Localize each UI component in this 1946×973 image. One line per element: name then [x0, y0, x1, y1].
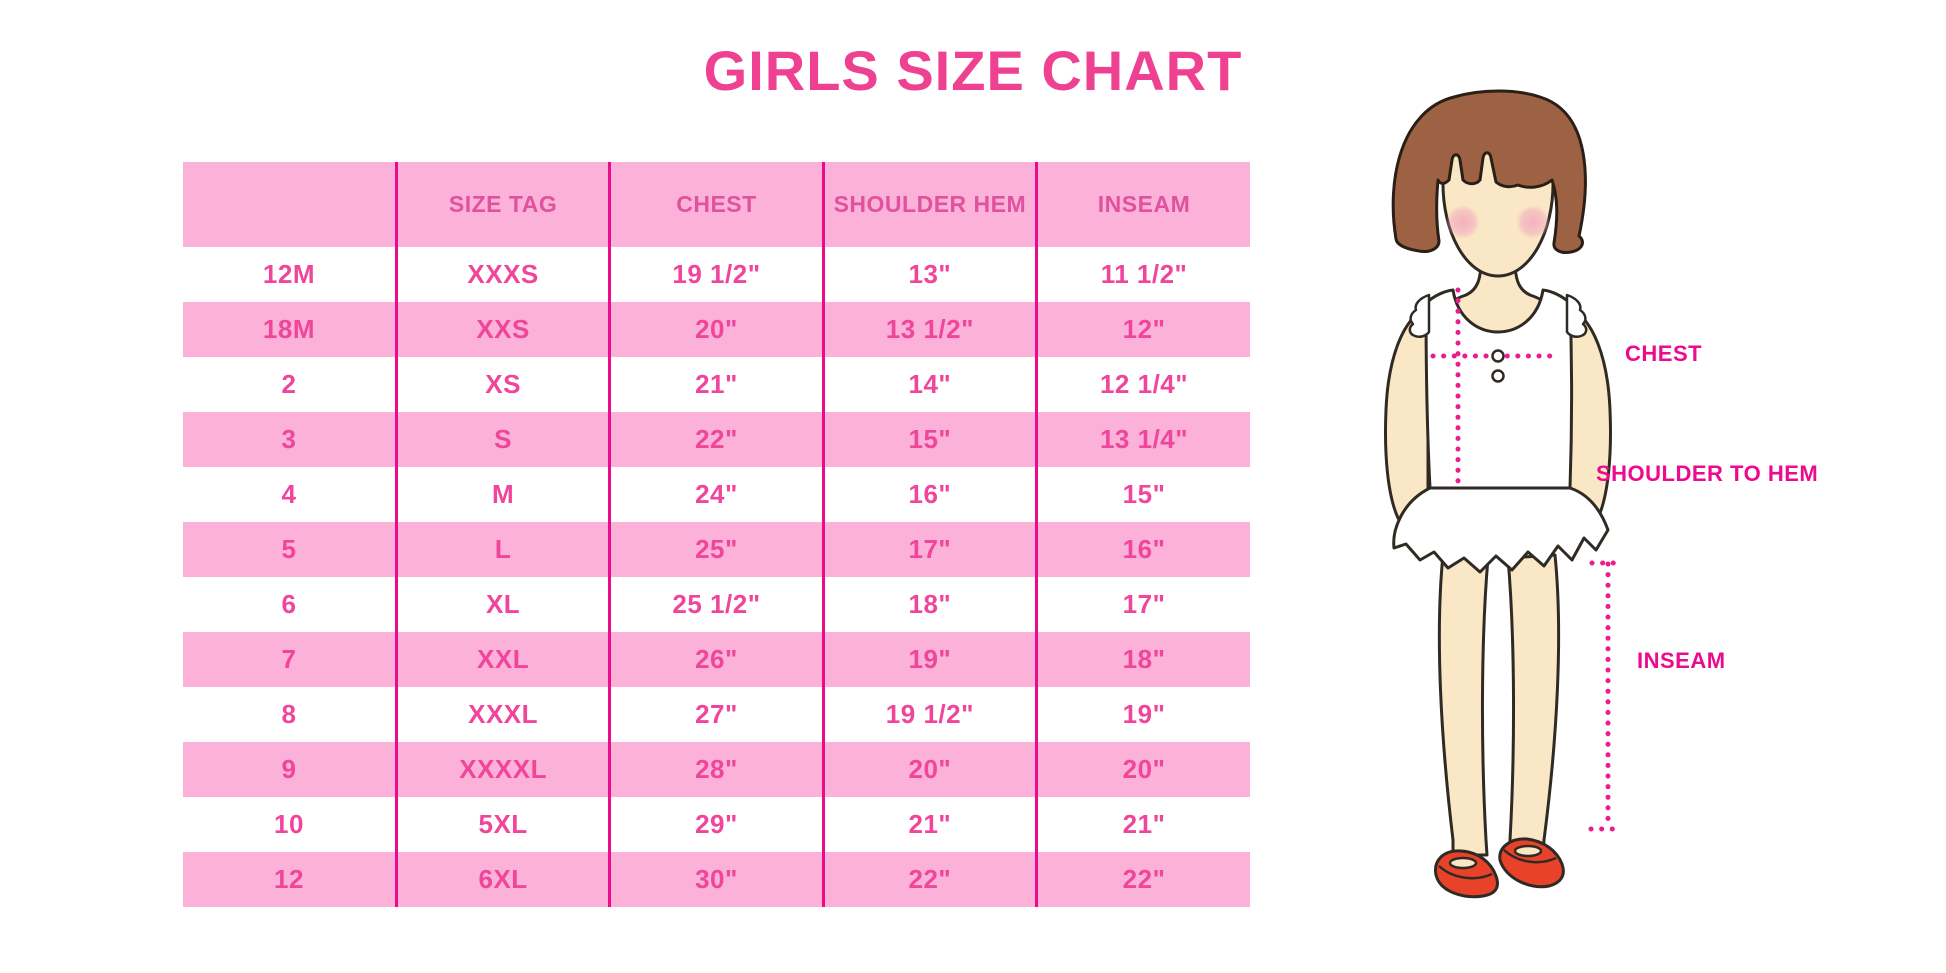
left-blush	[1446, 205, 1480, 239]
left-leg	[1437, 553, 1490, 857]
right-blush	[1516, 205, 1550, 239]
table-row: 8 XXXL 27" 19 1/2" 19"	[183, 687, 1250, 742]
table-cell: 18M	[183, 302, 397, 357]
table-cell: 22"	[1035, 852, 1250, 907]
table-cell: XXXS	[394, 247, 610, 302]
table-cell: 19"	[821, 632, 1037, 687]
table-cell: M	[394, 467, 610, 522]
table-cell: 8	[281, 699, 297, 729]
table-row: 6 XL 25 1/2" 18" 17"	[183, 577, 1250, 632]
table-cell: 21"	[821, 797, 1037, 852]
table-cell: 12M	[262, 259, 315, 289]
table-cell: 10	[273, 809, 304, 839]
table-cell: 4	[281, 479, 297, 509]
table-cell: XXXXL	[394, 742, 610, 797]
table-row: 4 M 24" 16" 15"	[183, 467, 1250, 522]
table-cell: 2	[281, 369, 297, 399]
table-cell: 5	[183, 522, 397, 577]
table-cell: 16"	[821, 467, 1037, 522]
table-cell: 13"	[821, 247, 1037, 302]
table-cell: 12"	[1035, 302, 1250, 357]
table-cell: 12	[183, 852, 397, 907]
table-cell: 15"	[821, 412, 1037, 467]
header-cell: SIZE TAG	[394, 162, 610, 247]
table-cell: 12 1/4"	[1035, 357, 1250, 412]
header-cell: CHEST	[608, 162, 824, 247]
table-cell: 16"	[1035, 522, 1250, 577]
table-row: 10 5XL 29" 21" 21"	[183, 797, 1250, 852]
table-cell: 26"	[608, 632, 824, 687]
size-table-header: SIZE TAG CHEST SHOULDER HEM INSEAM	[183, 162, 1250, 247]
table-cell: 19 1/2"	[821, 687, 1037, 742]
top-button-2	[1491, 369, 1505, 383]
right-leg	[1506, 553, 1561, 857]
table-cell: 6	[281, 589, 297, 619]
table-cell: 27"	[608, 687, 824, 742]
table-cell: XS	[394, 357, 610, 412]
page-title: GIRLS SIZE CHART	[703, 39, 1243, 102]
table-cell: XXS	[394, 302, 610, 357]
table-row: 9 XXXXL 28" 20" 20"	[183, 742, 1250, 797]
table-cell: 11 1/2"	[1035, 247, 1250, 302]
table-cell: 9	[183, 742, 397, 797]
table-cell: S	[394, 412, 610, 467]
table-cell: 5XL	[394, 797, 610, 852]
table-cell: 22"	[608, 412, 824, 467]
girl-figure-icon	[1384, 89, 1626, 899]
table-cell: 17"	[821, 522, 1037, 577]
table-row: 2 XS 21" 14" 12 1/4"	[183, 357, 1250, 412]
chest-measure-label: CHEST	[1625, 341, 1703, 366]
table-cell: 20"	[821, 742, 1037, 797]
size-chart-table: SIZE TAG CHEST SHOULDER HEM INSEAM 12M XXXS 1…	[183, 162, 1250, 907]
table-cell: 22"	[821, 852, 1037, 907]
table-cell: 19"	[1035, 687, 1250, 742]
table-cell: 3	[183, 412, 397, 467]
table-cell: 24"	[608, 467, 824, 522]
table-cell: 20"	[1035, 742, 1250, 797]
table-cell: 25 1/2"	[608, 577, 824, 632]
size-table-body: 12M XXXS 19 1/2" 13" 11 1/2" 18M XXS 20" 13 1/2"…	[183, 247, 1250, 907]
table-row: 7 XXL 26" 19" 18"	[183, 632, 1250, 687]
table-cell: 25"	[608, 522, 824, 577]
table-cell: 21"	[608, 357, 824, 412]
table-cell: 29"	[608, 797, 824, 852]
table-row: 18M XXS 20" 13 1/2" 12"	[183, 302, 1250, 357]
table-cell: 17"	[1035, 577, 1250, 632]
table-cell: 13 1/2"	[821, 302, 1037, 357]
red-shoes-icon	[1434, 837, 1565, 899]
table-cell: 21"	[1035, 797, 1250, 852]
table-cell: 6XL	[394, 852, 610, 907]
table-row: 12 6XL 30" 22" 22"	[183, 852, 1250, 907]
table-row: 12M XXXS 19 1/2" 13" 11 1/2"	[183, 247, 1250, 302]
table-cell: XXXL	[394, 687, 610, 742]
table-cell: 20"	[608, 302, 824, 357]
table-cell: 7	[183, 632, 397, 687]
table-row: 5 L 25" 17" 16"	[183, 522, 1250, 577]
table-cell: 30"	[608, 852, 824, 907]
table-cell: 14"	[821, 357, 1037, 412]
inseam-measure-label: INSEAM	[1637, 648, 1726, 673]
table-cell: XXL	[394, 632, 610, 687]
table-cell: 28"	[608, 742, 824, 797]
table-cell: 18"	[821, 577, 1037, 632]
top-button-1	[1491, 349, 1505, 363]
table-cell: 15"	[1035, 467, 1250, 522]
right-shoulder-ruffle	[1565, 293, 1588, 339]
table-cell: 13 1/4"	[1035, 412, 1250, 467]
header-cell: SHOULDER HEM	[821, 162, 1037, 247]
table-cell: XL	[394, 577, 610, 632]
left-shoulder-ruffle	[1408, 293, 1431, 339]
table-cell: 18"	[1035, 632, 1250, 687]
header-cell	[183, 162, 397, 247]
size-table-header-row: SIZE TAG CHEST SHOULDER HEM INSEAM	[183, 162, 1250, 247]
table-cell: L	[394, 522, 610, 577]
header-cell: INSEAM	[1035, 162, 1250, 247]
hair	[1391, 89, 1587, 254]
skirt	[1392, 486, 1610, 574]
table-row: 3 S 22" 15" 13 1/4"	[183, 412, 1250, 467]
shoulder-to-hem-measure-label: SHOULDER TO HEM	[1596, 461, 1819, 486]
table-cell: 19 1/2"	[608, 247, 824, 302]
